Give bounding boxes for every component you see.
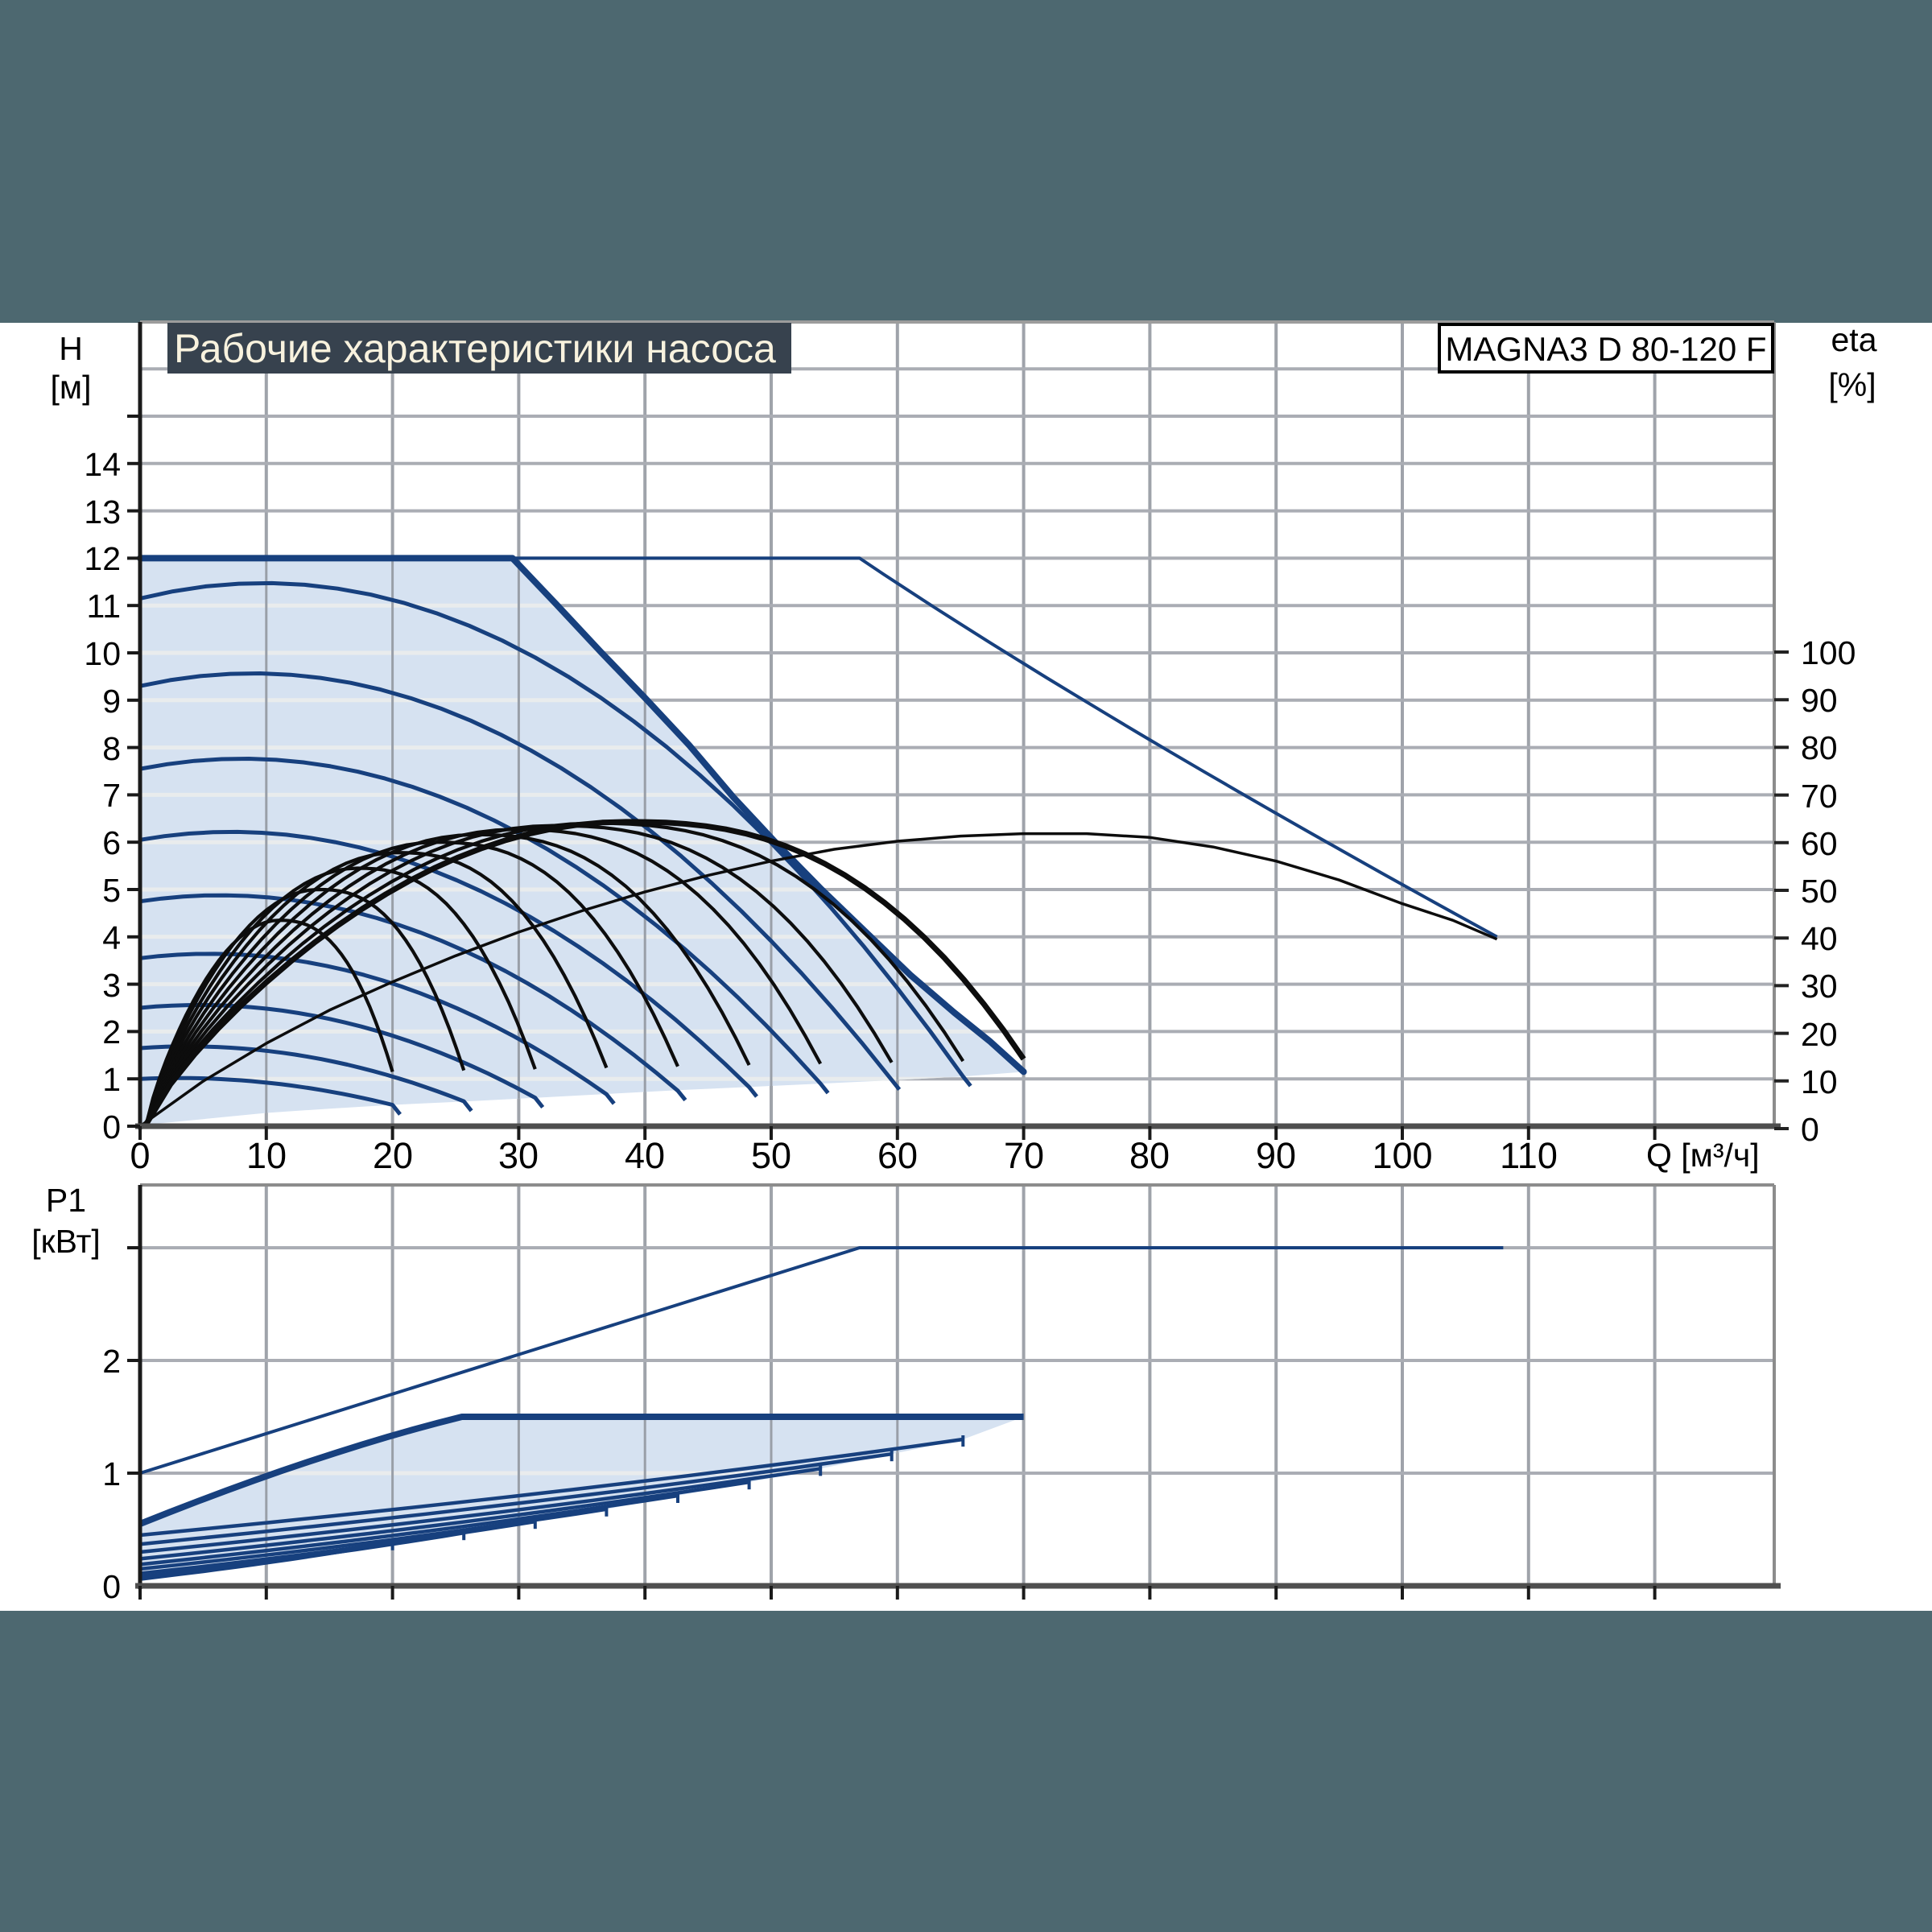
svg-text:30: 30	[1801, 968, 1838, 1005]
svg-text:0: 0	[102, 1108, 121, 1146]
svg-text:80: 80	[1129, 1135, 1170, 1176]
svg-text:11: 11	[86, 588, 121, 625]
svg-text:3: 3	[102, 967, 121, 1004]
svg-text:30: 30	[498, 1135, 539, 1176]
svg-text:100: 100	[1372, 1135, 1432, 1176]
svg-text:80: 80	[1801, 729, 1838, 766]
svg-text:10: 10	[1801, 1063, 1838, 1100]
svg-text:[кВт]: [кВт]	[31, 1223, 100, 1260]
svg-text:7: 7	[102, 777, 121, 814]
svg-text:40: 40	[1801, 920, 1838, 957]
svg-text:20: 20	[1801, 1016, 1838, 1053]
svg-text:P1: P1	[46, 1182, 86, 1219]
svg-text:70: 70	[1004, 1135, 1044, 1176]
svg-text:70: 70	[1801, 778, 1838, 815]
svg-text:9: 9	[102, 683, 121, 720]
svg-text:12: 12	[84, 540, 121, 577]
svg-text:110: 110	[1500, 1135, 1558, 1176]
svg-text:10: 10	[84, 635, 121, 672]
svg-text:60: 60	[877, 1135, 918, 1176]
svg-text:6: 6	[102, 824, 121, 861]
svg-text:0: 0	[130, 1135, 150, 1176]
svg-text:Q [м³/ч]: Q [м³/ч]	[1646, 1137, 1760, 1174]
svg-text:5: 5	[102, 872, 121, 909]
svg-text:50: 50	[1801, 873, 1838, 910]
svg-text:1: 1	[102, 1455, 121, 1492]
svg-text:50: 50	[751, 1135, 791, 1176]
svg-text:[м]: [м]	[51, 369, 92, 406]
svg-text:40: 40	[625, 1135, 665, 1176]
svg-text:2: 2	[102, 1343, 121, 1380]
svg-text:0: 0	[1801, 1111, 1819, 1148]
svg-text:[%]: [%]	[1828, 366, 1876, 403]
svg-text:100: 100	[1801, 634, 1856, 671]
svg-text:8: 8	[102, 730, 121, 767]
svg-text:0: 0	[102, 1568, 121, 1605]
svg-text:eta: eta	[1831, 321, 1877, 358]
svg-text:10: 10	[246, 1135, 287, 1176]
svg-text:13: 13	[84, 493, 121, 530]
svg-text:2: 2	[102, 1013, 121, 1051]
svg-text:90: 90	[1256, 1135, 1296, 1176]
svg-text:20: 20	[373, 1135, 413, 1176]
svg-text:Рабочие характеристики насоса: Рабочие характеристики насоса	[174, 326, 776, 371]
svg-text:60: 60	[1801, 825, 1838, 862]
svg-text:14: 14	[84, 446, 121, 483]
svg-text:4: 4	[102, 919, 121, 956]
svg-text:1: 1	[102, 1061, 121, 1098]
svg-text:MAGNA3 D 80-120 F: MAGNA3 D 80-120 F	[1445, 330, 1766, 368]
svg-text:90: 90	[1801, 682, 1838, 719]
svg-text:H: H	[59, 330, 83, 367]
